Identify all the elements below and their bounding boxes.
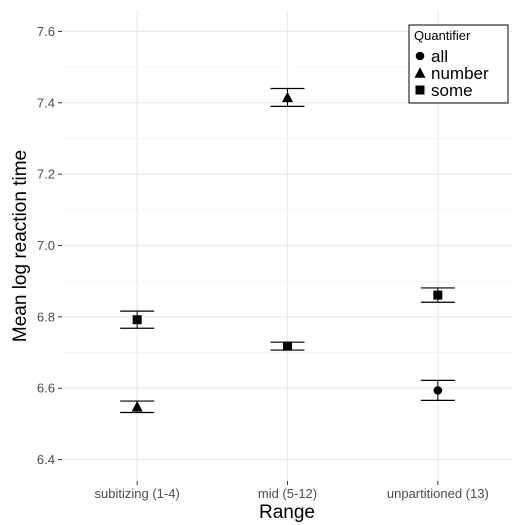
y-tick-label: 7.0 — [37, 238, 55, 253]
x-tick-label: subitizing (1-4) — [95, 486, 180, 501]
data-points — [131, 91, 443, 412]
y-tick-label: 6.6 — [37, 381, 55, 396]
y-tick-label: 6.4 — [37, 452, 55, 467]
x-tick-label: mid (5-12) — [258, 486, 317, 501]
legend-box — [408, 24, 509, 104]
legend-label-all: all — [431, 47, 448, 66]
point-some — [132, 315, 142, 325]
x-tick-label: unpartitioned (13) — [387, 486, 489, 501]
y-tick-label: 7.2 — [37, 167, 55, 182]
legend-label-some: some — [431, 81, 473, 100]
point-all — [433, 386, 443, 395]
y-tick-label: 7.4 — [37, 95, 55, 110]
y-tick-label: 6.8 — [37, 309, 55, 324]
legend-key-number — [414, 67, 426, 78]
point-number — [131, 401, 143, 412]
point-some — [433, 290, 443, 300]
y-tick-label: 7.6 — [37, 24, 55, 39]
legend-title: Quantifier — [414, 28, 471, 43]
y-axis-title: Mean log reaction time — [10, 150, 31, 342]
point-some — [283, 341, 292, 351]
legend-key-some — [415, 85, 425, 95]
axis-ticks: 6.4 6.6 6.8 7.0 7.2 7.4 7.6 subitizing (1-4) mid… — [37, 24, 489, 501]
point-number — [282, 91, 293, 103]
legend-label-number: number — [431, 64, 489, 83]
legend-key-all — [415, 51, 425, 61]
x-axis-title: Range — [259, 502, 315, 523]
